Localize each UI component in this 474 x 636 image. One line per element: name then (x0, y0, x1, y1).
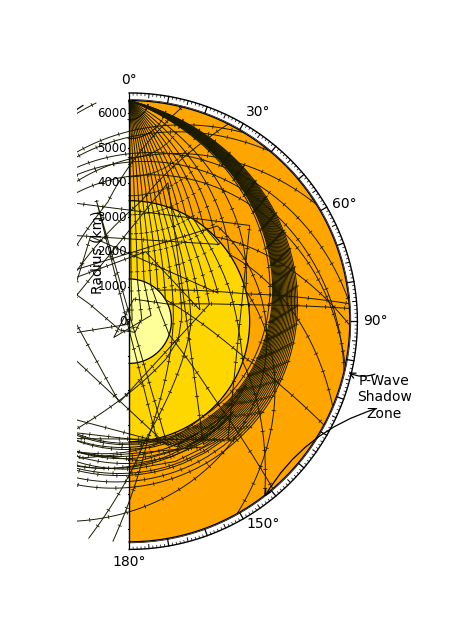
Text: 150°: 150° (246, 516, 279, 530)
Polygon shape (129, 100, 350, 542)
Text: 3000: 3000 (98, 211, 127, 224)
Text: 4000: 4000 (98, 176, 127, 189)
Text: 0°: 0° (121, 73, 137, 87)
Polygon shape (129, 201, 250, 441)
Text: Radius (km): Radius (km) (91, 210, 105, 294)
Text: P-Wave
Shadow
Zone: P-Wave Shadow Zone (357, 374, 412, 420)
Text: 6000: 6000 (98, 107, 127, 120)
Text: 60°: 60° (332, 197, 356, 211)
Text: 90°: 90° (363, 314, 388, 328)
Polygon shape (129, 279, 172, 363)
Text: 180°: 180° (112, 555, 146, 569)
Text: 2000: 2000 (98, 245, 127, 258)
Text: 5000: 5000 (98, 142, 127, 155)
Text: 0: 0 (120, 315, 127, 328)
Text: 1000: 1000 (98, 280, 127, 293)
Text: 30°: 30° (246, 105, 271, 119)
